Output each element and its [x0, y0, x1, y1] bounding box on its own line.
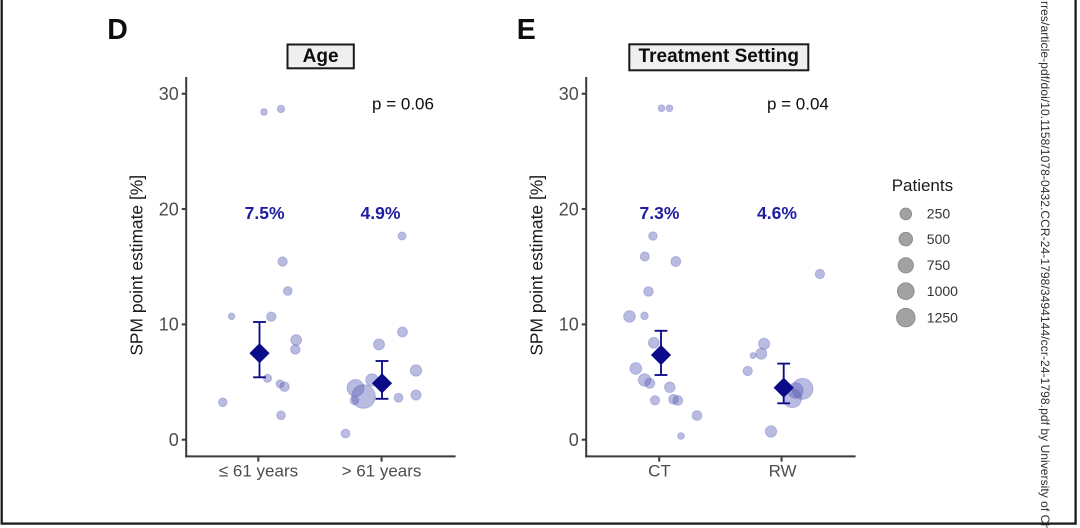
svg-text:1000: 1000 — [927, 283, 958, 299]
svg-text:20: 20 — [159, 199, 179, 219]
svg-text:p = 0.06: p = 0.06 — [372, 94, 434, 113]
svg-text:Treatment Setting: Treatment Setting — [639, 46, 799, 67]
svg-text:0: 0 — [169, 430, 179, 450]
svg-text:500: 500 — [927, 231, 951, 247]
svg-text:10: 10 — [559, 315, 579, 335]
svg-text:7.5%: 7.5% — [245, 203, 285, 223]
svg-text:750: 750 — [927, 257, 951, 273]
svg-text:1250: 1250 — [927, 309, 958, 325]
svg-text:10: 10 — [159, 315, 179, 335]
svg-text:E: E — [517, 14, 536, 46]
svg-text:7.3%: 7.3% — [640, 203, 680, 223]
svg-text:p = 0.04: p = 0.04 — [767, 94, 829, 113]
svg-text:Age: Age — [303, 46, 339, 67]
svg-text:20: 20 — [559, 199, 579, 219]
svg-text:rres/article-pdf/doi/10.1158/1: rres/article-pdf/doi/10.1158/1078-0432.C… — [1038, 1, 1052, 528]
svg-text:30: 30 — [159, 84, 179, 104]
svg-text:≤ 61 years: ≤ 61 years — [219, 462, 298, 481]
svg-text:4.6%: 4.6% — [757, 203, 797, 223]
svg-text:SPM point estimate [%]: SPM point estimate [%] — [127, 175, 147, 356]
svg-text:30: 30 — [559, 84, 579, 104]
svg-text:SPM point estimate [%]: SPM point estimate [%] — [527, 175, 547, 356]
svg-text:250: 250 — [927, 206, 951, 222]
svg-text:0: 0 — [569, 430, 579, 450]
svg-text:D: D — [107, 14, 128, 46]
svg-text:Patients: Patients — [892, 176, 953, 195]
svg-text:> 61 years: > 61 years — [342, 462, 422, 481]
svg-text:RW: RW — [769, 462, 797, 481]
svg-text:CT: CT — [648, 462, 671, 481]
svg-text:4.9%: 4.9% — [361, 203, 401, 223]
